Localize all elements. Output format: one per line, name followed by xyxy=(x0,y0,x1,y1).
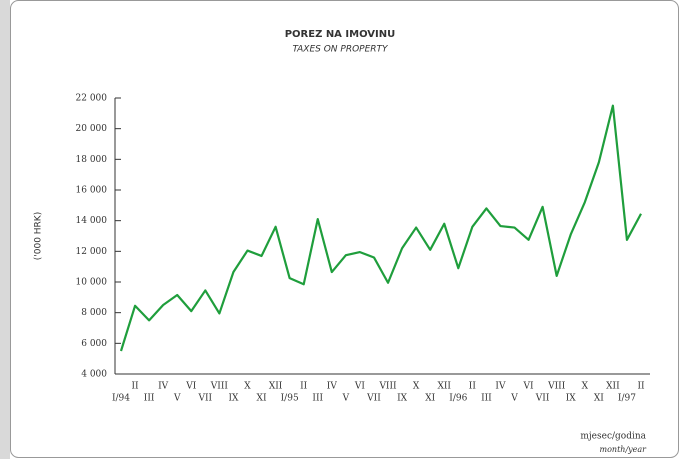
x-tick-label: III xyxy=(481,394,492,404)
y-tick-label: 4 000 xyxy=(81,370,107,380)
x-tick-label: I/97 xyxy=(618,394,636,404)
x-tick-label: VII xyxy=(366,394,381,404)
x-tick-label: X xyxy=(244,382,251,392)
y-tick-label: 8 000 xyxy=(81,308,107,318)
x-tick-label: IV xyxy=(158,382,169,392)
y-tick-label: 14 000 xyxy=(76,216,108,226)
x-tick-label: IX xyxy=(397,394,408,404)
x-tick-label: X xyxy=(413,382,420,392)
y-tick-label: 16 000 xyxy=(76,186,108,196)
x-tick-label: XII xyxy=(606,382,620,392)
x-tick-label: IV xyxy=(327,382,338,392)
x-tick-label: I/94 xyxy=(112,394,130,404)
x-tick-label: VII xyxy=(535,394,550,404)
x-tick-label: II xyxy=(469,382,477,392)
x-tick-label: XII xyxy=(269,382,283,392)
x-tick-label: VIII xyxy=(547,382,566,392)
x-tick-label: X xyxy=(582,382,589,392)
x-tick-label: VII xyxy=(198,394,213,404)
x-tick-label: VI xyxy=(354,382,365,392)
side-strip xyxy=(0,0,10,459)
x-tick-label: I/96 xyxy=(449,394,467,404)
x-axis-label: mjesec/godina xyxy=(580,432,646,442)
x-tick-label: III xyxy=(312,394,323,404)
x-tick-label: VI xyxy=(523,382,534,392)
y-tick-label: 22 000 xyxy=(76,94,108,104)
x-tick-label: II xyxy=(300,382,308,392)
y-tick-label: 12 000 xyxy=(76,247,108,257)
y-tick-label: 20 000 xyxy=(76,124,108,134)
data-line xyxy=(119,104,642,352)
x-tick-label: II xyxy=(131,382,139,392)
x-tick-label: V xyxy=(173,394,181,404)
x-tick-label: IX xyxy=(566,394,577,404)
frame xyxy=(10,0,679,458)
x-tick-label: II xyxy=(637,382,645,392)
y-tick-label: 6 000 xyxy=(81,339,107,349)
x-tick-label: VIII xyxy=(210,382,229,392)
y-axis-label: ('000 HRK) xyxy=(34,212,44,260)
x-tick-label: IV xyxy=(495,382,506,392)
x-tick-label: VI xyxy=(185,382,196,392)
chart-title: POREZ NA IMOVINU xyxy=(285,29,396,40)
y-tick-label: 10 000 xyxy=(76,278,108,288)
x-tick-label: XI xyxy=(257,394,267,404)
x-tick-label: V xyxy=(510,394,518,404)
x-tick-label: I/95 xyxy=(281,394,299,404)
x-tick-label: III xyxy=(144,394,155,404)
x-tick-label: IX xyxy=(228,394,239,404)
y-tick-label: 18 000 xyxy=(76,155,108,165)
x-axis-label-sub: month/year xyxy=(600,445,648,454)
x-tick-label: XI xyxy=(594,394,604,404)
x-tick-label: V xyxy=(342,394,350,404)
x-tick-label: VIII xyxy=(378,382,397,392)
x-tick-label: XII xyxy=(437,382,451,392)
x-tick-label: XI xyxy=(425,394,435,404)
chart-subtitle: TAXES ON PROPERTY xyxy=(292,45,389,55)
